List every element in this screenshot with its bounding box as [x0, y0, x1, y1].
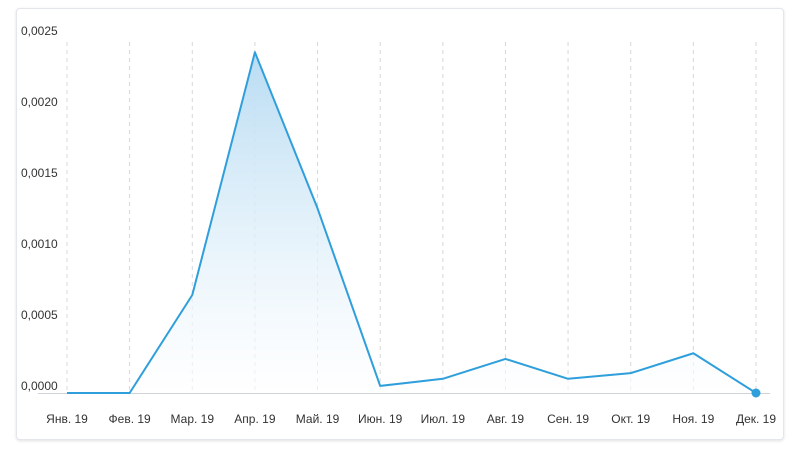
x-tick-label: Авг. 19 — [487, 412, 525, 426]
series-line-path — [67, 51, 757, 394]
x-tick-label: Май. 19 — [296, 412, 340, 426]
x-tick-label: Янв. 19 — [46, 412, 88, 426]
x-tick-label: Ноя. 19 — [672, 412, 714, 426]
grid-lines — [38, 42, 770, 394]
x-tick-label: Дек. 19 — [736, 412, 776, 426]
x-tick-label: Июл. 19 — [421, 412, 466, 426]
data-points — [751, 388, 761, 398]
x-tick-label: Июн. 19 — [358, 412, 403, 426]
y-tick-label: 0,0025 — [21, 24, 58, 38]
y-tick-label: 0,0000 — [21, 379, 58, 393]
series-line — [67, 51, 757, 394]
x-tick-label: Окт. 19 — [611, 412, 650, 426]
y-axis-ticks: 0,0000 0,0005 0,0010 0,0015 0,0020 0,0025 — [21, 24, 58, 393]
x-tick-label: Апр. 19 — [234, 412, 276, 426]
area-fill — [67, 52, 756, 393]
y-tick-label: 0,0010 — [21, 237, 58, 251]
y-tick-label: 0,0020 — [21, 95, 58, 109]
y-tick-label: 0,0005 — [21, 308, 58, 322]
x-tick-label: Фев. 19 — [109, 412, 152, 426]
x-tick-label: Мар. 19 — [171, 412, 215, 426]
data-point-marker[interactable] — [751, 388, 761, 398]
x-axis-ticks: Янв. 19 Фев. 19 Мар. 19 Апр. 19 Май. 19 Июн. … — [46, 412, 776, 426]
y-tick-label: 0,0015 — [21, 166, 58, 180]
series-area — [67, 52, 756, 393]
x-tick-label: Сен. 19 — [547, 412, 589, 426]
